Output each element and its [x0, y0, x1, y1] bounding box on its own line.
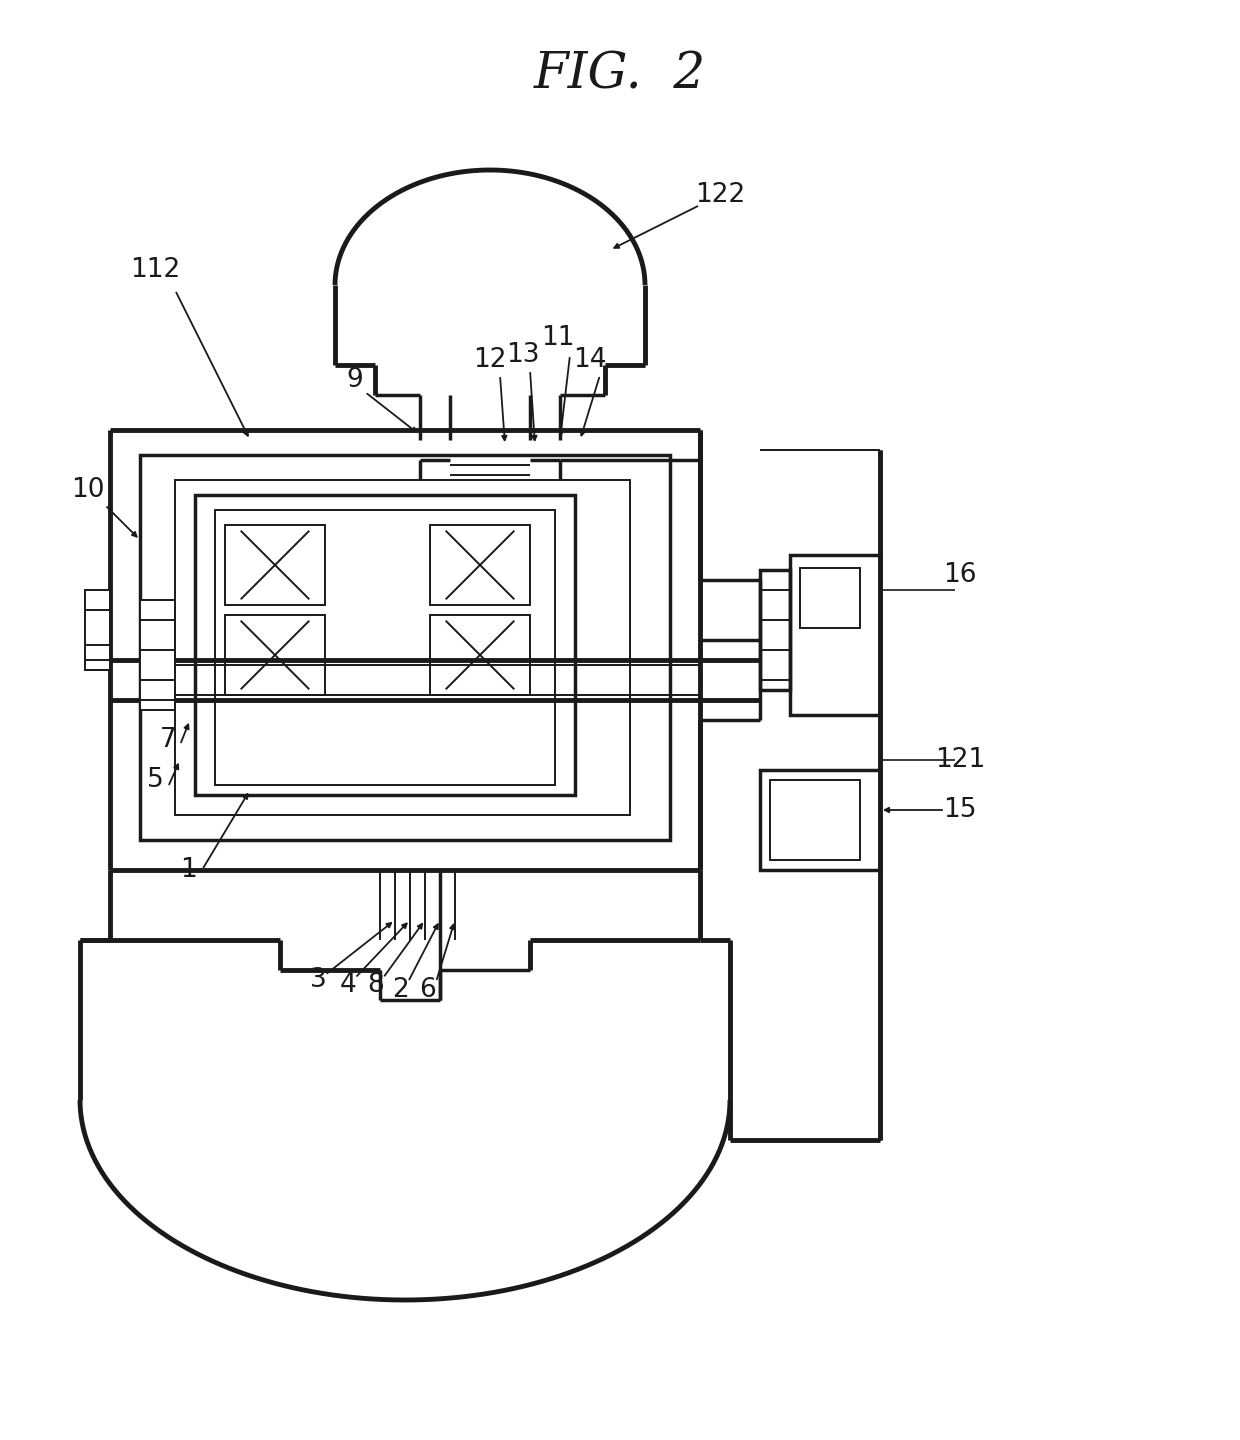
Bar [195, 495, 575, 795]
Bar [215, 510, 556, 785]
Text: 2: 2 [392, 976, 408, 1004]
Bar [140, 455, 670, 840]
Text: 1: 1 [180, 857, 196, 883]
Bar [140, 600, 175, 710]
Text: 13: 13 [506, 343, 539, 369]
Bar [790, 554, 880, 716]
Bar [224, 615, 325, 696]
Bar [224, 526, 325, 605]
Text: 16: 16 [944, 562, 977, 588]
Text: 7: 7 [160, 727, 176, 753]
Bar [760, 770, 880, 870]
Text: 3: 3 [310, 968, 326, 994]
Text: 121: 121 [935, 747, 985, 773]
Text: 9: 9 [347, 367, 363, 393]
Text: 122: 122 [694, 181, 745, 207]
Bar [770, 780, 861, 860]
Text: 8: 8 [367, 972, 384, 998]
Bar [86, 590, 110, 670]
Text: 14: 14 [573, 347, 606, 373]
Bar [760, 570, 790, 690]
Bar [800, 567, 861, 628]
Text: 5: 5 [146, 768, 164, 793]
Text: 112: 112 [130, 256, 180, 284]
Text: FIG.  2: FIG. 2 [534, 50, 706, 99]
Text: 6: 6 [419, 976, 436, 1004]
Bar [430, 615, 529, 696]
Bar [430, 526, 529, 605]
Text: 10: 10 [71, 477, 104, 503]
Text: 4: 4 [340, 972, 356, 998]
Text: 11: 11 [541, 325, 575, 351]
Text: 15: 15 [944, 796, 977, 824]
Text: 12: 12 [474, 347, 507, 373]
Bar [175, 480, 630, 815]
